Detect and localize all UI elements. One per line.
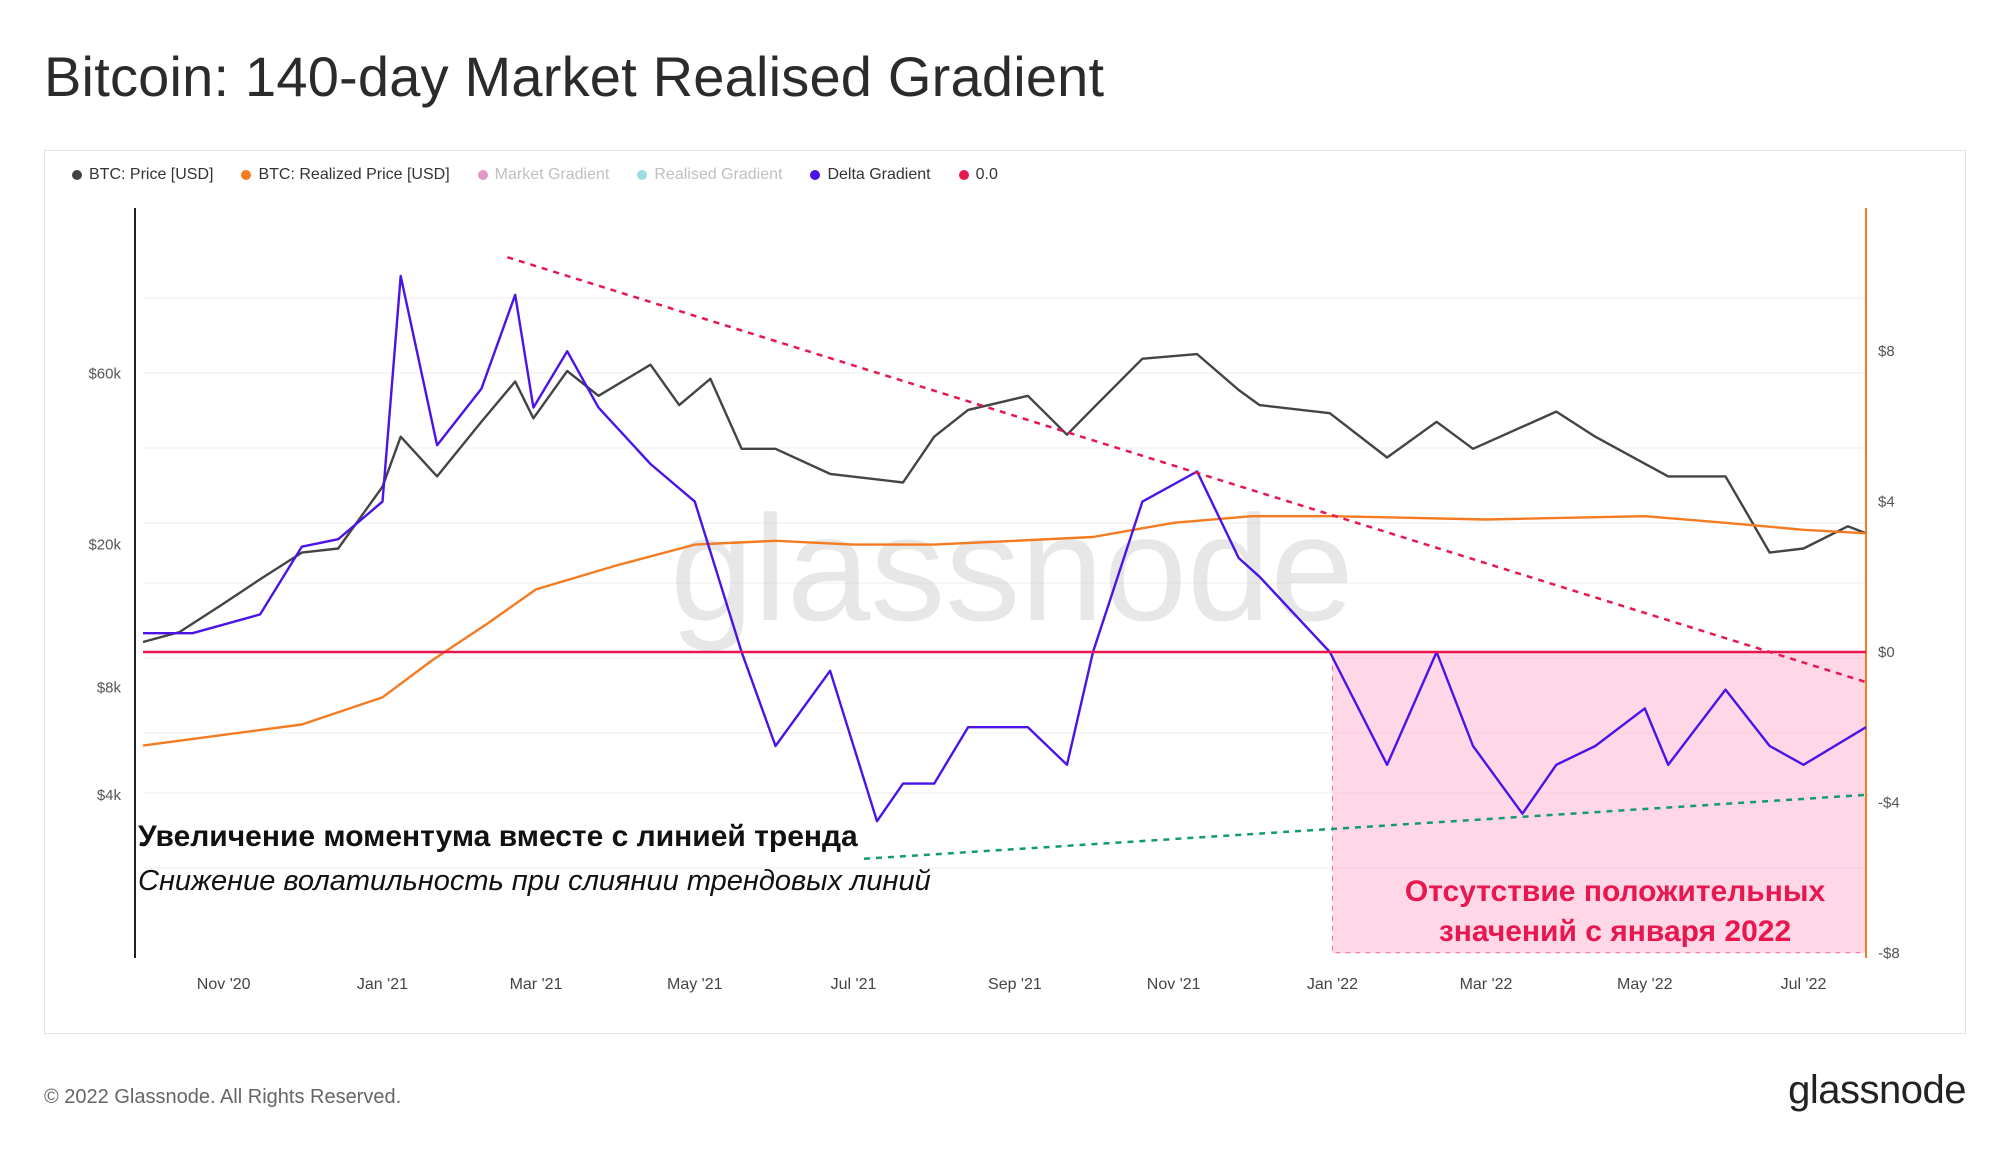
- chart-panel: [44, 150, 1966, 1034]
- x-tick-label: Sep '21: [988, 976, 1042, 993]
- copyright-footer: © 2022 Glassnode. All Rights Reserved.: [44, 1086, 402, 1108]
- legend-item-zero[interactable]: 0.0: [958, 166, 998, 184]
- legend-dot-icon: [241, 170, 252, 180]
- annotation-volatility: Снижение волатильность при слиянии тренд…: [138, 865, 931, 897]
- y-right-tick-label: -$4: [1878, 794, 1900, 811]
- x-tick-label: Jul '21: [831, 976, 877, 993]
- series-line-delta-gradient: [143, 274, 1867, 823]
- x-tick-label: Nov '21: [1147, 976, 1201, 993]
- trendline-upper: [507, 256, 1867, 684]
- annotation-momentum: Увеличение моментума вместе с линией тре…: [138, 820, 858, 853]
- x-tick-label: Jul '22: [1781, 976, 1827, 993]
- legend-label: Delta Gradient: [827, 166, 931, 183]
- legend-item-market-gradient[interactable]: Market Gradient: [477, 166, 610, 184]
- legend-label: BTC: Realized Price [USD]: [258, 166, 450, 183]
- legend-dot-icon: [72, 170, 82, 180]
- y-left-tick-label: $20k: [88, 537, 121, 554]
- legend-dot-icon: [958, 170, 969, 180]
- x-tick-label: May '21: [667, 976, 723, 993]
- chart-legend: BTC: Price [USD] BTC: Realized Price [US…: [72, 166, 998, 184]
- legend-label: Realised Gradient: [654, 166, 783, 183]
- y-left-tick-label: $4k: [97, 787, 122, 804]
- y-left-tick-label: $8k: [97, 679, 122, 696]
- x-tick-label: May '22: [1617, 976, 1673, 993]
- y-right-tick-label: $4: [1878, 494, 1895, 511]
- legend-label: 0.0: [975, 166, 998, 183]
- x-tick-label: Nov '20: [197, 976, 251, 993]
- annotation-no-positive-1: Отсутствие положительных: [1405, 875, 1826, 908]
- y-right-tick-label: $8: [1878, 343, 1895, 360]
- legend-label: BTC: Price [USD]: [89, 166, 214, 183]
- legend-item-realized-price[interactable]: BTC: Realized Price [USD]: [241, 166, 450, 184]
- series-line-btc-price-usd: [142, 352, 1867, 644]
- x-tick-label: Mar '21: [510, 976, 563, 993]
- series-line-btc-realized-price-usd: [142, 515, 1867, 747]
- highlight-region: [1331, 651, 1867, 954]
- legend-label: Market Gradient: [494, 166, 610, 183]
- x-tick-label: Jan '21: [357, 976, 408, 993]
- legend-item-btc-price[interactable]: BTC: Price [USD]: [72, 166, 213, 184]
- legend-dot-icon: [477, 170, 488, 180]
- page-title: Bitcoin: 140-day Market Realised Gradien…: [44, 45, 1105, 108]
- brand-logo[interactable]: glassnode: [1788, 1068, 1966, 1112]
- legend-dot-icon: [637, 170, 648, 180]
- y-left-tick-label: $60k: [88, 366, 121, 383]
- legend-item-delta-gradient[interactable]: Delta Gradient: [810, 166, 931, 184]
- y-right-tick-label: -$8: [1878, 945, 1900, 962]
- y-right-tick-label: $0: [1878, 644, 1895, 661]
- legend-item-realised-gradient[interactable]: Realised Gradient: [637, 166, 782, 184]
- annotation-no-positive-2: значений с января 2022: [1439, 915, 1791, 948]
- watermark-text: glassnode: [670, 484, 1354, 652]
- legend-dot-icon: [810, 170, 821, 180]
- x-tick-label: Mar '22: [1460, 976, 1513, 993]
- x-tick-label: Jan '22: [1307, 976, 1358, 993]
